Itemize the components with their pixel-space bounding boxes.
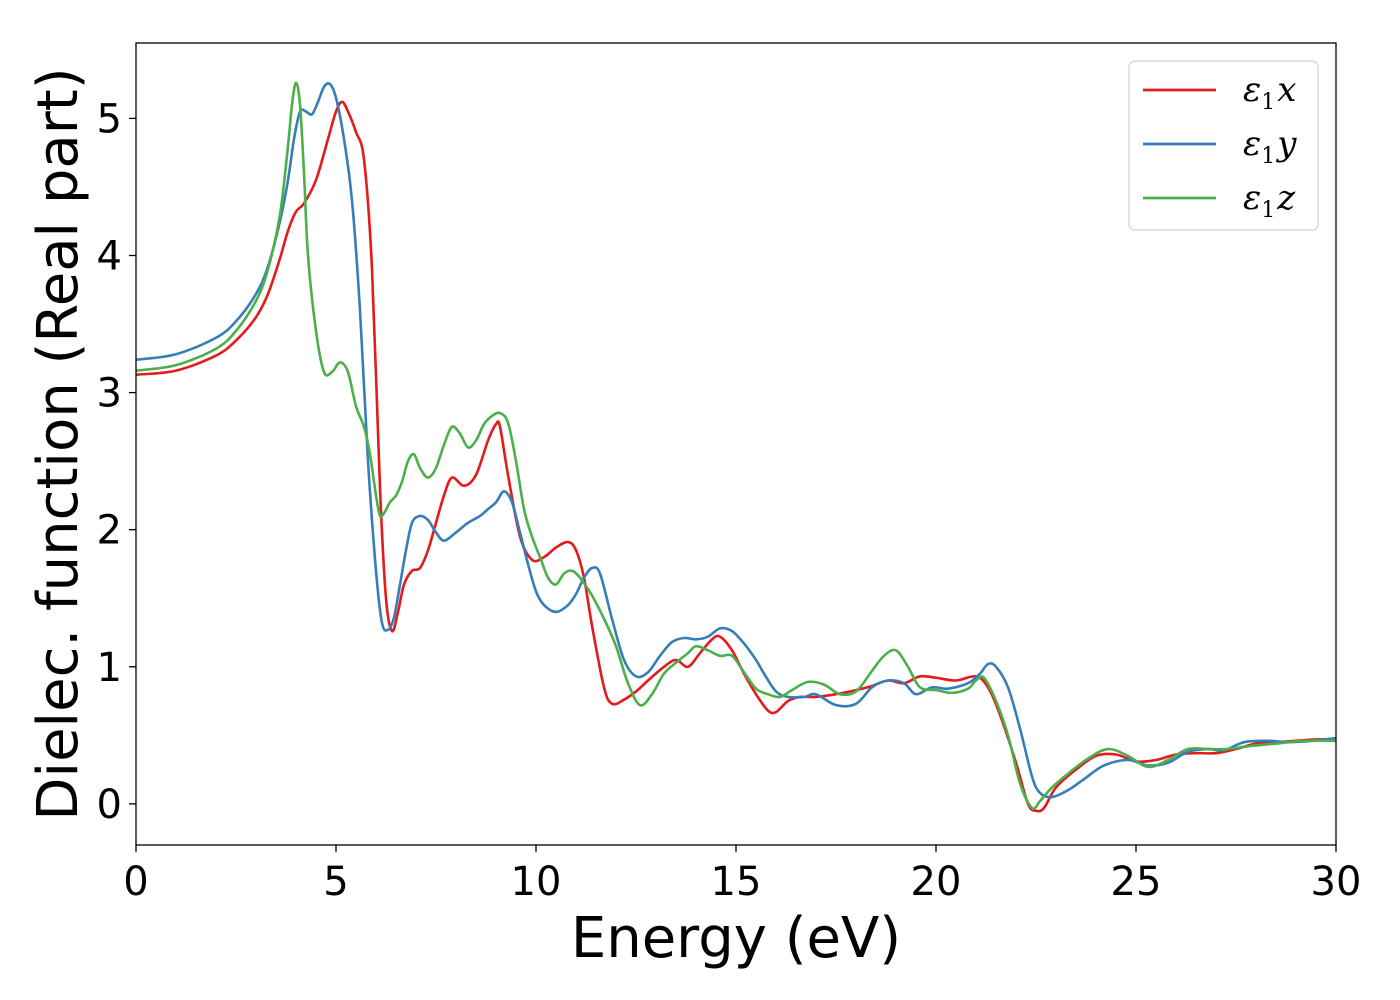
x-tick-label: 10: [511, 859, 562, 905]
series-line-z: [136, 81, 1336, 810]
y-axis-ticks: 0 1 2 3 4 5: [97, 96, 136, 828]
y-tick-label: 3: [97, 371, 122, 417]
y-tick-label: 5: [97, 96, 122, 142]
x-tick-label: 30: [1311, 859, 1362, 905]
y-tick-label: 2: [97, 508, 122, 554]
x-tick-label: 25: [1111, 859, 1162, 905]
y-axis-label: Dielec. function (Real part): [26, 67, 91, 820]
series-line-y: [136, 82, 1336, 799]
y-tick-label: 4: [97, 233, 122, 279]
legend-label-z: ε1z: [1243, 178, 1296, 223]
x-tick-label: 20: [911, 859, 962, 905]
series-line-x: [136, 100, 1336, 813]
legend-label-x: ε1x: [1243, 70, 1296, 115]
x-tick-label: 15: [711, 859, 762, 905]
series-layer: [136, 81, 1336, 813]
legend-box: [1128, 60, 1319, 231]
y-tick-label: 0: [97, 782, 122, 828]
legend-label-y: ε1y: [1243, 124, 1297, 169]
y-tick-label: 1: [97, 645, 122, 691]
x-axis-ticks: 0 5 10 15 20 25 30: [123, 845, 1361, 905]
x-tick-label: 0: [123, 859, 148, 905]
x-axis-label: Energy (eV): [571, 906, 901, 971]
x-tick-label: 5: [323, 859, 348, 905]
legend: ε1x ε1y ε1z: [1128, 60, 1319, 231]
